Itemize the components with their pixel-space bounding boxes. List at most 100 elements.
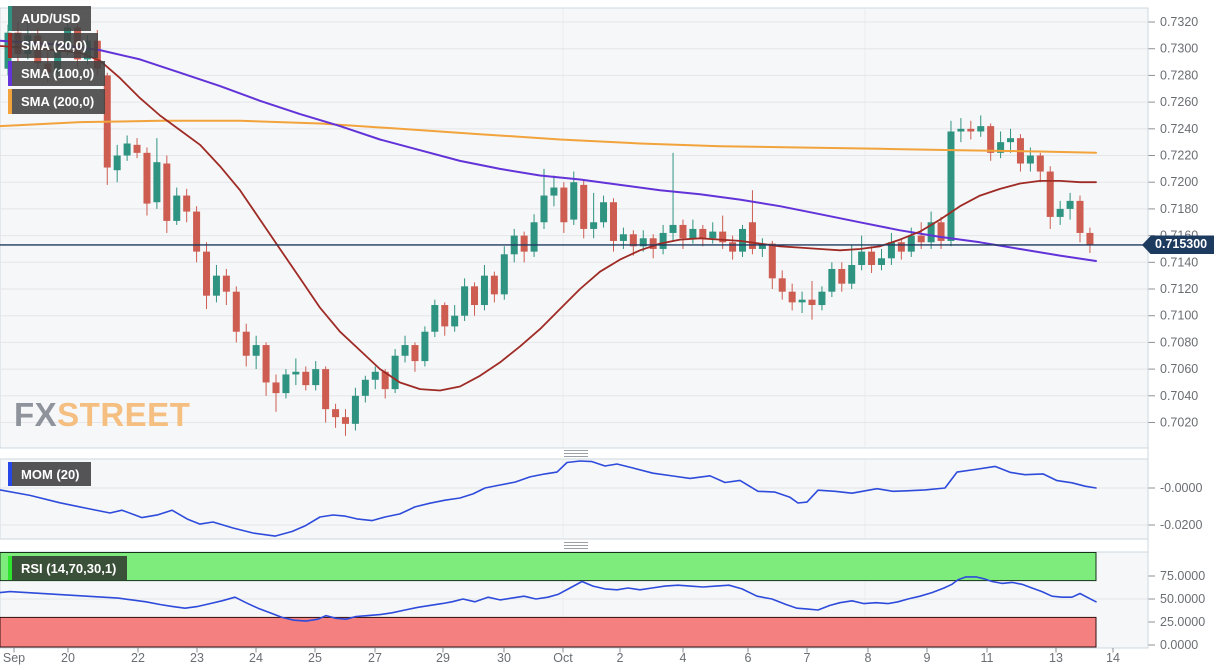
candle-body [600, 202, 608, 223]
candle-body [868, 251, 876, 265]
candle-body [719, 231, 727, 243]
candle-body [947, 131, 955, 241]
candle-body [1046, 171, 1054, 217]
candle-body [709, 231, 717, 239]
sma200-color-bar [8, 89, 12, 114]
momentum-line [0, 460, 1097, 537]
legend-item-momentum[interactable]: MOM (20) [8, 462, 91, 486]
legend-item-sma20[interactable]: SMA (20,0) [8, 33, 98, 58]
legend-item-sma100[interactable]: SMA (100,0) [8, 61, 106, 86]
price-axis-label: 0.7040 [1160, 389, 1198, 403]
candle-body [272, 382, 280, 394]
time-axis: Sep 20 22 23 24 25 27 29 30 Oct 2 4 6 7 8 9 11 13 14 [3, 648, 1120, 665]
rsi-color-bar [8, 556, 12, 580]
time-axis-label: 11 [981, 651, 994, 665]
momentum-label: MOM (20) [21, 466, 80, 482]
candle-body [193, 211, 201, 252]
rsi-line [0, 576, 1097, 622]
candle-body [361, 379, 369, 396]
sma20-color-bar [8, 33, 12, 58]
time-axis-label: 25 [308, 651, 322, 665]
candle-body [421, 331, 429, 362]
candle-body [609, 202, 617, 241]
candle-body [778, 278, 786, 292]
time-axis-label: 29 [436, 651, 450, 665]
legend-item-sma200[interactable]: SMA (200,0) [8, 89, 106, 114]
current-price-label: 0.715300 [1142, 235, 1215, 255]
time-axis-label: 4 [680, 651, 687, 665]
legend-item-rsi[interactable]: RSI (14,70,30,1) [8, 556, 128, 580]
candle-body [341, 417, 349, 424]
time-axis-label: Sep [3, 651, 25, 665]
watermark-street: STREET [57, 396, 191, 433]
candle-body [54, 48, 62, 73]
candle-body [748, 222, 756, 249]
rsi-axis-label: 25.0000 [1160, 615, 1205, 629]
time-axis-label: 24 [249, 651, 263, 665]
price-axis-label: 0.7300 [1160, 42, 1198, 56]
price-axis-label: 0.7020 [1160, 416, 1198, 430]
candle-body [897, 242, 905, 252]
candle-body [431, 305, 439, 332]
candle-body [401, 345, 409, 356]
candle-body [133, 144, 141, 153]
candle-body [1007, 138, 1015, 143]
candle-body [967, 128, 975, 132]
price-axis-label: 0.7080 [1160, 335, 1198, 349]
candle-body [391, 355, 399, 390]
panel-main [0, 7, 1149, 449]
candle-body [143, 152, 151, 204]
price-axis-label: 0.7120 [1160, 282, 1198, 296]
watermark-fx: FX [14, 396, 58, 433]
candle-body [907, 235, 915, 252]
candle-body [312, 369, 320, 386]
price-axis-label: 0.7140 [1160, 255, 1198, 269]
sma100-line [0, 39, 1097, 262]
candle-body [818, 291, 826, 306]
panel-resize-handle-momentum[interactable] [564, 450, 588, 458]
candle-body [471, 286, 479, 306]
candle-body [282, 374, 290, 394]
candle-body [441, 305, 449, 327]
time-axis-label: 13 [1049, 651, 1063, 665]
candle-body [788, 291, 796, 303]
candle-body [123, 143, 131, 156]
candle-body [222, 275, 230, 292]
candle-body [758, 243, 766, 249]
candle-body [232, 291, 240, 332]
candle-body [530, 222, 538, 252]
candle-body [649, 238, 657, 249]
candle-body [739, 228, 747, 252]
sma20-label: SMA (20,0) [21, 38, 87, 53]
panel-resize-handle-rsi[interactable] [564, 542, 588, 550]
candle-body [590, 222, 598, 229]
price-axis-label: 0.7100 [1160, 309, 1198, 323]
candle-body [798, 299, 806, 303]
legend-item-symbol[interactable]: AUD/USD [8, 6, 92, 31]
candle-body [580, 184, 588, 229]
sma200-label: SMA (200,0) [21, 94, 95, 109]
candle-body [500, 254, 508, 295]
candle-body [351, 395, 359, 424]
candle-body [371, 371, 379, 380]
symbol-label: AUD/USD [21, 11, 81, 26]
candle-body [699, 228, 707, 239]
momentum-axis-label: -0.0200 [1160, 518, 1202, 532]
candle-body [1036, 155, 1044, 172]
candle-body [987, 126, 995, 153]
candle-body [461, 286, 469, 316]
time-axis-label: 23 [190, 651, 204, 665]
price-axis-label: 0.7220 [1160, 149, 1198, 163]
time-axis-label: 2 [617, 651, 624, 665]
candle-body [1076, 200, 1084, 233]
panel-mom [0, 458, 1149, 540]
candle-body [977, 126, 985, 132]
time-axis-label: 9 [924, 651, 931, 665]
candle-body [550, 187, 558, 196]
moving-averages [0, 39, 1097, 392]
price-axis: 0.7320 0.7300 0.7280 0.7260 0.7240 0.7220 0.72… [1147, 8, 1205, 652]
price-axis-label: 0.7060 [1160, 362, 1198, 376]
rsi-axis-label: 75.0000 [1160, 569, 1205, 583]
rsi-axis-label: 0.0000 [1160, 638, 1198, 652]
